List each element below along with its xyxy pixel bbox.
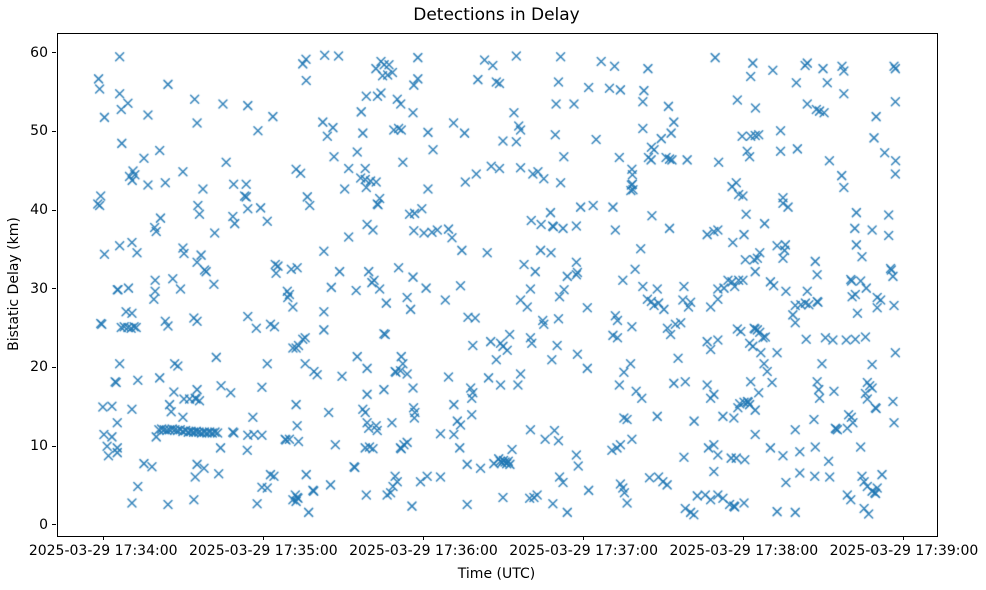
x-tick-label: 2025-03-29 17:38:00 bbox=[669, 543, 819, 559]
y-tick-mark bbox=[52, 130, 56, 132]
scatter-points-canvas bbox=[58, 34, 937, 536]
x-tick-label: 2025-03-29 17:36:00 bbox=[349, 543, 498, 559]
x-tick-mark bbox=[102, 536, 104, 540]
y-tick-label: 60 bbox=[30, 44, 48, 61]
y-tick-label: 20 bbox=[30, 359, 48, 376]
x-axis-label: Time (UTC) bbox=[457, 566, 536, 582]
y-tick-mark bbox=[52, 52, 56, 54]
x-tick-label: 2025-03-29 17:34:00 bbox=[28, 543, 178, 559]
y-tick-mark bbox=[52, 209, 56, 211]
x-tick-mark bbox=[262, 536, 264, 540]
y-tick-label: 0 bbox=[39, 516, 48, 533]
x-tick-mark bbox=[422, 536, 424, 540]
x-tick-label: 2025-03-29 17:37:00 bbox=[509, 543, 658, 559]
plot-area bbox=[57, 33, 938, 537]
x-tick-label: 2025-03-29 17:35:00 bbox=[188, 543, 338, 559]
y-tick-label: 50 bbox=[30, 123, 48, 140]
y-tick-mark bbox=[52, 524, 56, 526]
x-tick-mark bbox=[903, 536, 905, 540]
y-tick-mark bbox=[52, 366, 56, 368]
x-tick-mark bbox=[583, 536, 585, 540]
x-tick-label: 2025-03-29 17:39:00 bbox=[829, 543, 979, 559]
y-tick-label: 10 bbox=[30, 438, 48, 455]
y-tick-label: 40 bbox=[30, 202, 48, 219]
y-tick-mark bbox=[52, 288, 56, 290]
y-tick-mark bbox=[52, 445, 56, 447]
chart-title: Detections in Delay bbox=[413, 5, 580, 25]
x-tick-mark bbox=[743, 536, 745, 540]
y-tick-label: 30 bbox=[30, 280, 48, 297]
y-axis-label: Bistatic Delay (km) bbox=[6, 217, 22, 351]
